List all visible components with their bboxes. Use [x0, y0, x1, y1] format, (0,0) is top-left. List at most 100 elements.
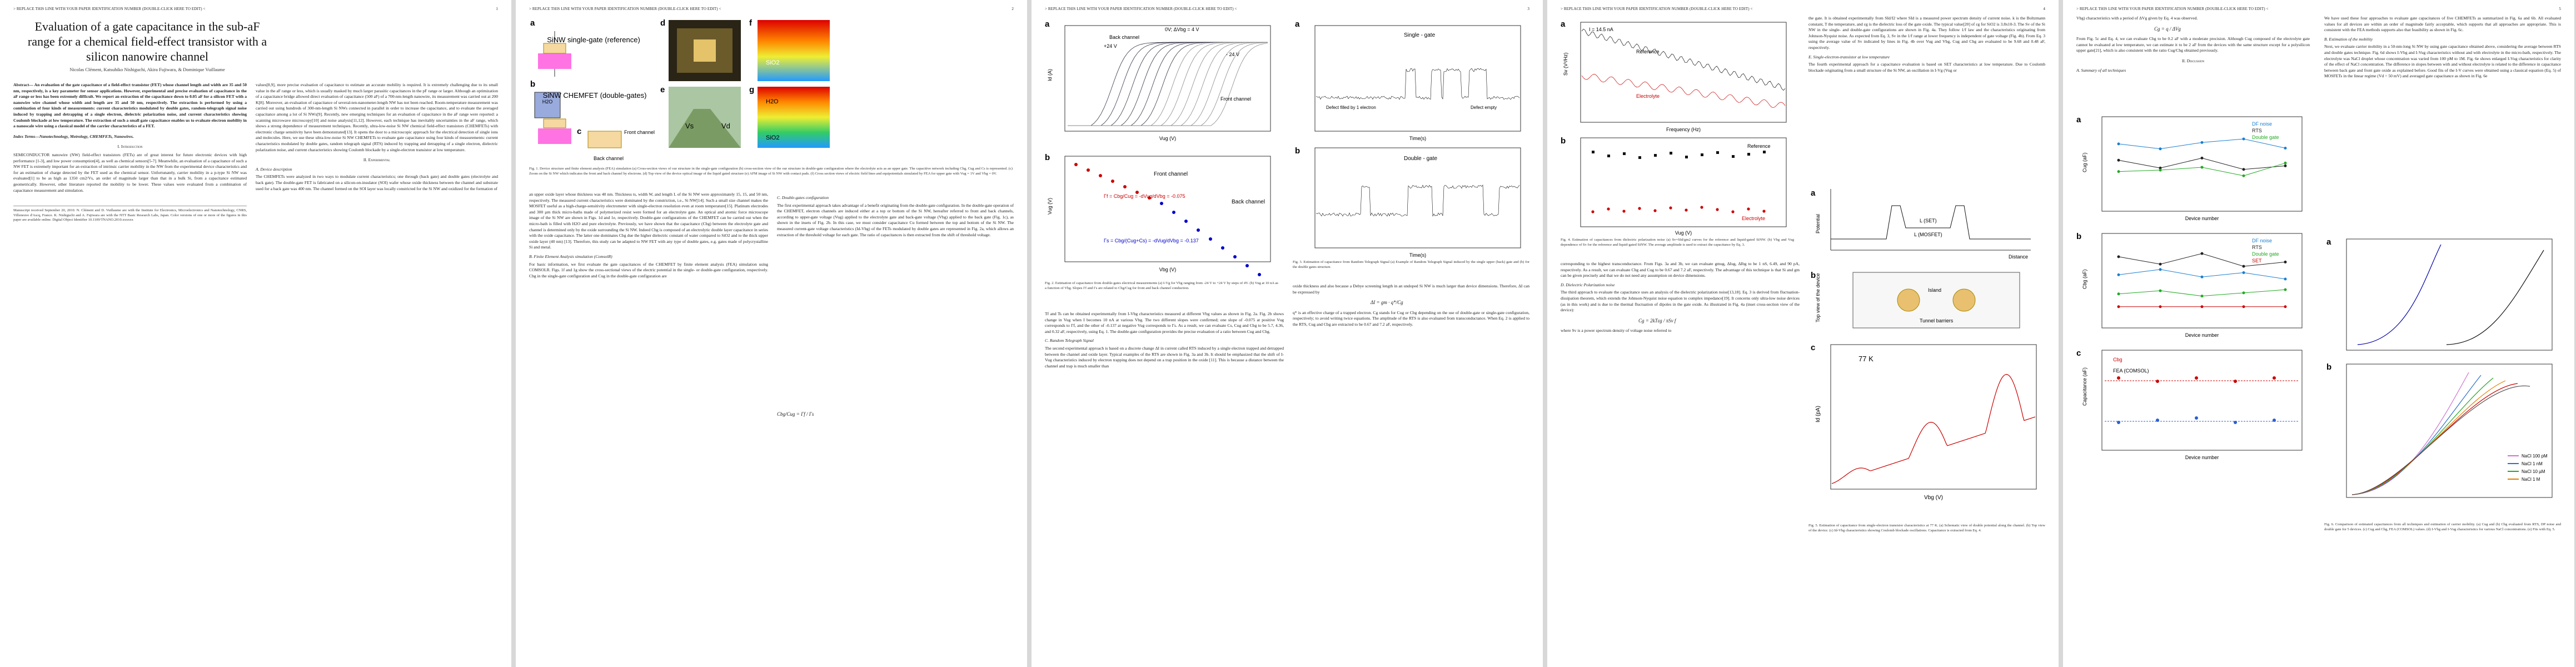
nacl-legend: NaCl 100 pM NaCl 1 nM NaCl 10 µM NaCl 1 M	[2508, 454, 2548, 482]
panel-label-b: b	[1295, 146, 1300, 156]
x-axis-label-b: Vbg (V)	[1159, 267, 1177, 272]
subsection-heading: B. Estimation of the mobility	[2324, 36, 2373, 42]
paragraph: The CHEMFETs were analyzed in two ways t…	[256, 174, 498, 191]
nacl-curve	[2351, 377, 2494, 495]
sv-point-el	[1622, 210, 1626, 213]
vg-axis: Vug (V)	[1675, 230, 1692, 236]
footnote: Manuscript received September 20, 2010. …	[13, 206, 247, 223]
front-channel-label: Front channel	[624, 130, 655, 135]
panel-label-c: c	[577, 127, 581, 136]
time-axis: Time(s)	[1409, 136, 1426, 141]
sv-point-el	[1607, 207, 1610, 211]
page-number: 4	[2043, 7, 2045, 11]
nacl-curve	[2351, 383, 2518, 495]
column-right: We have used these four approaches to ev…	[2324, 16, 2561, 79]
paper-title: Evaluation of a gate capacitance in the …	[27, 19, 267, 63]
nacl-legend-item: NaCl 100 pM	[2522, 454, 2548, 459]
paragraph: an upper oxide layer whose thickness was…	[529, 192, 768, 250]
paragraph: The first experimental approach takes ad…	[777, 202, 1014, 237]
panel-label-b: b	[1045, 153, 1050, 162]
section-heading: II. Experimental	[363, 157, 391, 163]
topview-label: Top view of the device	[1815, 273, 1821, 322]
front-channel-b: Front channel	[1154, 171, 1188, 177]
subsection-heading: A. Summary of all techniques	[2076, 67, 2126, 73]
id-axis: Id (pA)	[1815, 406, 1821, 422]
panel-label-a: a	[1295, 19, 1300, 29]
cug-axis: Cug (aF)	[2082, 152, 2087, 172]
noise-electrolyte	[1581, 74, 1786, 108]
panel-label-a: a	[1811, 188, 1816, 198]
sv-point-ref	[1592, 151, 1595, 153]
h2o-label: H2O	[542, 99, 553, 104]
sv-points	[1591, 151, 1766, 213]
rts-trace-single	[1316, 68, 1520, 100]
back-channel-text: Back channel	[1109, 34, 1139, 40]
cug-legend: Cbg	[2113, 357, 2122, 362]
paragraph: For basic information, we first evaluate…	[529, 261, 768, 278]
lset-label: L (SET)	[1920, 218, 1937, 223]
noise-reference	[1581, 28, 1786, 91]
series-point	[2284, 164, 2287, 167]
paragraph: q* is an effective charge of a trapped e…	[1293, 310, 1529, 327]
nacl-curve	[2351, 372, 2469, 495]
iv-curve-1	[2357, 244, 2442, 345]
series-legend: DF noise	[2252, 121, 2272, 127]
page-4: > REPLACE THIS LINE WITH YOUR PAPER IDEN…	[1547, 0, 2059, 667]
coulomb-oscillation	[1831, 374, 2036, 484]
figure-6-caption: Fig. 6. Comparison of estimated capacita…	[2324, 522, 2561, 531]
data-point	[1245, 264, 1249, 267]
page-2: > REPLACE THIS LINE WITH YOUR PAPER IDEN…	[516, 0, 1027, 667]
nacl-curve	[2351, 385, 2530, 495]
sv-point-el	[1638, 207, 1641, 210]
series-line	[2118, 157, 2286, 170]
page-header: > REPLACE THIS LINE WITH YOUR PAPER IDEN…	[13, 7, 498, 11]
data-point	[1233, 255, 1237, 258]
data-point	[1135, 191, 1139, 194]
fea-series	[2105, 376, 2299, 424]
panel-label-a: a	[1045, 19, 1050, 29]
subsection-heading: C. Double-gates configuration	[777, 195, 829, 200]
nacl-curve	[2351, 380, 2506, 495]
paragraph: We have used these four approaches to ev…	[2324, 16, 2561, 33]
page-number: 5	[2559, 7, 2561, 11]
panel-label-g: g	[749, 85, 754, 94]
header-text: > REPLACE THIS LINE WITH YOUR PAPER IDEN…	[2076, 7, 2269, 11]
series-line	[2118, 269, 2286, 280]
subsection-heading: D. Dielectric Polarization noise	[1561, 282, 1615, 287]
series-legend: Double gate	[2252, 251, 2279, 257]
current-label: I = 14.5 nA	[1589, 27, 1613, 32]
y-axis-label-b: Vug (V)	[1047, 198, 1053, 215]
column-right: values[8,9], more precise evaluation of …	[256, 82, 498, 192]
sv-point-ref	[1654, 154, 1657, 157]
series-legend: DF noise	[2252, 238, 2272, 243]
back-channel-label: Back channel	[594, 156, 624, 161]
fea-map-double	[758, 87, 830, 148]
nacl-curve	[2351, 375, 2482, 495]
header-text: > REPLACE THIS LINE WITH YOUR PAPER IDEN…	[529, 7, 721, 11]
equation-2: ΔI = gm · q*/Cg	[1371, 300, 1403, 306]
figure-1: a SiNW single-gate (reference) b H2O SiN…	[530, 18, 830, 161]
data-point	[1197, 228, 1200, 232]
sio2-map-label: SiO2	[766, 135, 779, 141]
potential-profile	[1831, 205, 2031, 240]
page-5: > REPLACE THIS LINE WITH YOUR PAPER IDEN…	[2063, 0, 2574, 667]
data-point	[1111, 180, 1114, 183]
vug-vbg-points	[1074, 163, 1261, 276]
sv-point-el	[1591, 210, 1595, 213]
fea-cug-point	[2156, 380, 2159, 383]
paragraph: corresponding to the highest transconduc…	[1561, 261, 1800, 278]
paragraph: SEMICONDUCTOR nanowire (NW) field-effect…	[13, 152, 247, 193]
gamma-s-text: Γs = Cbg/(Cug+Cs) = -dVug/dVbg = -0.137	[1104, 238, 1199, 243]
header-text: > REPLACE THIS LINE WITH YOUR PAPER IDEN…	[1561, 7, 1753, 11]
page-header: > REPLACE THIS LINE WITH YOUR PAPER IDEN…	[1561, 7, 2045, 11]
cap-axis: Capacitance (aF)	[2082, 367, 2087, 406]
sv-point-el	[1747, 207, 1750, 211]
equation-3: Cg = 2kTεg / πSv f	[1638, 317, 1676, 323]
page-number: 1	[496, 7, 498, 11]
section-heading: I. Introduction	[117, 144, 143, 150]
panel-label-c: c	[1811, 343, 1815, 352]
panel-label-a: a	[2076, 115, 2081, 125]
page-header: > REPLACE THIS LINE WITH YOUR PAPER IDEN…	[2076, 7, 2561, 11]
